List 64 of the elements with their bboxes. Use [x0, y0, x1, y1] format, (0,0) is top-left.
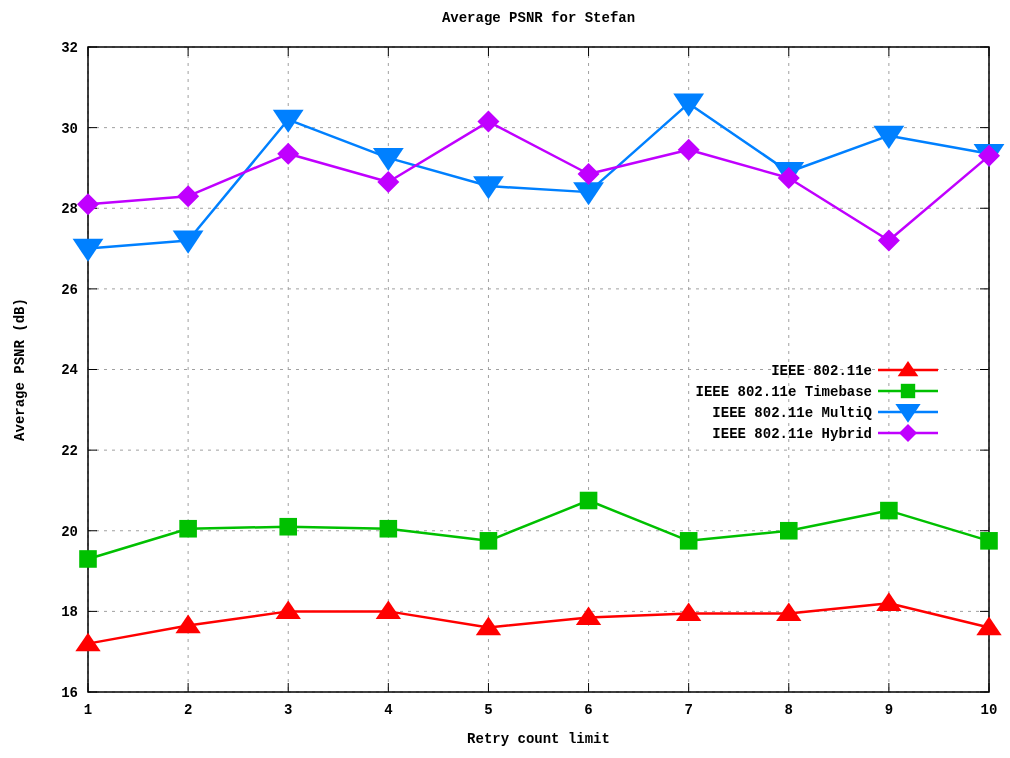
point [777, 167, 800, 190]
y-tick-label: 22 [61, 443, 78, 460]
y-tick-label: 20 [61, 523, 78, 540]
x-tick-label: 7 [684, 702, 693, 718]
x-tick-label: 5 [484, 702, 493, 718]
point [172, 230, 204, 254]
point [876, 592, 902, 612]
y-tick-label: 32 [61, 39, 78, 56]
point [477, 110, 500, 133]
x-tick-label: 8 [784, 702, 793, 718]
point [175, 614, 201, 634]
point [479, 532, 498, 550]
point [177, 185, 200, 208]
point [677, 138, 700, 161]
y-tick-label: 28 [61, 201, 78, 218]
point [379, 519, 398, 538]
point [579, 491, 598, 510]
y-tick-label: 30 [61, 120, 78, 137]
point [275, 600, 301, 620]
y-tick-label: 18 [61, 604, 78, 621]
legend-label: IEEE 802.11e [771, 362, 872, 379]
y-axis-title: Average PSNR (dB) [12, 298, 28, 441]
x-axis-title: Retry count limit [467, 731, 610, 747]
chart-title: Average PSNR for Stefan [441, 10, 636, 26]
y-tick-label: 16 [61, 684, 78, 701]
point [779, 521, 798, 540]
y-tick-label: 24 [61, 362, 78, 379]
point [473, 176, 504, 200]
legend-label: IEEE 802.11e Hybrid [712, 425, 872, 442]
point [679, 532, 698, 550]
point [279, 517, 298, 536]
x-tick-label: 4 [384, 702, 393, 718]
x-tick-label: 1 [83, 702, 93, 718]
point [372, 147, 404, 172]
x-tick-label: 10 [980, 702, 998, 718]
point [575, 606, 602, 626]
point [377, 171, 400, 194]
point [676, 602, 702, 622]
x-tick-label: 2 [183, 702, 193, 718]
point [776, 602, 802, 622]
point [877, 229, 900, 252]
point [77, 193, 99, 216]
point [873, 125, 905, 149]
point [475, 616, 502, 636]
point [976, 616, 1002, 636]
point [375, 600, 401, 620]
point [880, 501, 898, 520]
x-tick-label: 3 [284, 702, 293, 718]
x-tick-label: 9 [884, 702, 894, 718]
point [272, 109, 304, 133]
point [673, 93, 705, 117]
y-tick-label: 26 [61, 281, 78, 298]
point [577, 162, 600, 185]
point [179, 519, 197, 538]
point [79, 550, 97, 568]
point [75, 632, 101, 652]
x-tick-label: 6 [584, 702, 593, 718]
legend-label: IEEE 802.11e MultiQ [712, 404, 872, 421]
point [980, 532, 998, 550]
legend-label: IEEE 802.11e Timebase [695, 383, 872, 400]
point [978, 144, 1000, 167]
point [277, 142, 300, 165]
point [573, 182, 604, 206]
point [72, 238, 104, 262]
